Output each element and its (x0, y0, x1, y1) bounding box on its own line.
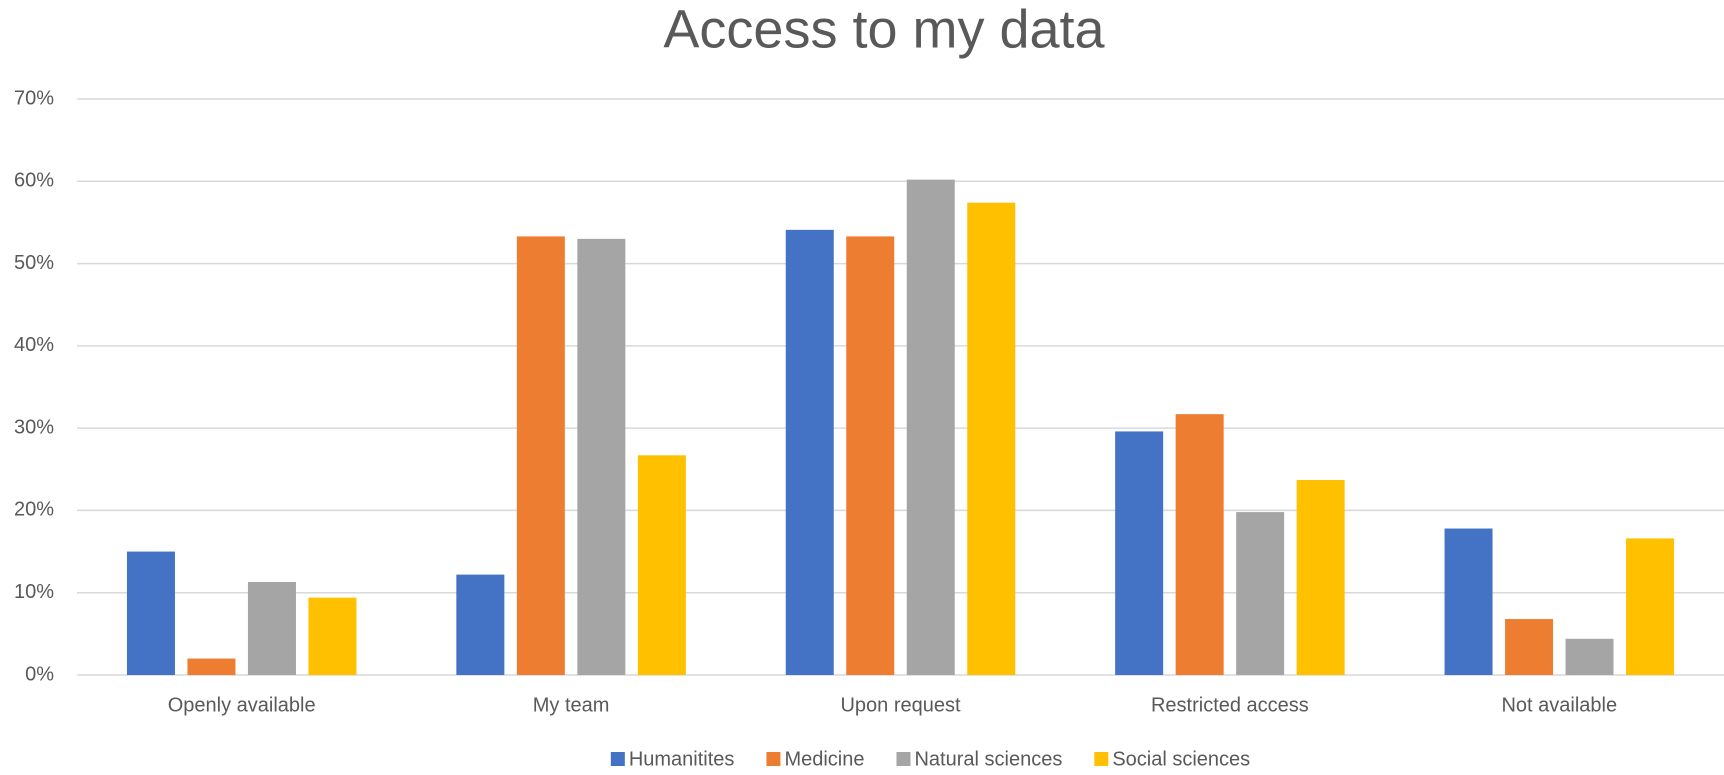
x-tick-label: Upon request (840, 694, 961, 716)
legend-swatch (610, 752, 625, 766)
x-tick-label: Restricted access (1151, 694, 1309, 716)
bar (1565, 638, 1614, 675)
bar (126, 551, 175, 675)
y-tick-label: 10% (14, 581, 54, 603)
y-tick-label: 50% (14, 252, 54, 274)
bar (1505, 619, 1554, 675)
bar (1236, 512, 1285, 675)
bar (967, 202, 1016, 675)
y-tick-label: 20% (14, 499, 54, 521)
bar (516, 236, 565, 675)
bar (906, 179, 955, 675)
y-tick-label: 40% (14, 334, 54, 356)
legend-swatch (1094, 752, 1109, 766)
bar (308, 597, 357, 675)
legend-swatch (896, 752, 911, 766)
bar (785, 229, 834, 675)
legend-label: Medicine (784, 748, 864, 770)
x-tick-label: Not available (1501, 694, 1617, 716)
bar (247, 582, 296, 675)
x-tick-label: Openly available (168, 694, 316, 716)
bar (577, 238, 626, 675)
bar (846, 236, 895, 675)
y-tick-label: 60% (14, 170, 54, 192)
legend-label: Social sciences (1112, 748, 1250, 770)
legend-label: Natural sciences (914, 748, 1062, 770)
bar (1444, 528, 1493, 675)
bar (187, 658, 236, 675)
bar (637, 455, 686, 675)
bar (456, 574, 505, 675)
bar (1175, 414, 1224, 675)
y-tick-label: 30% (14, 416, 54, 438)
bar (1296, 479, 1345, 675)
legend-swatch (766, 752, 781, 766)
chart-title: Access to my data (663, 0, 1105, 59)
bar (1115, 431, 1164, 675)
bar (1626, 538, 1675, 675)
y-tick-label: 0% (25, 663, 54, 685)
y-tick-label: 70% (14, 87, 54, 109)
x-tick-label: My team (533, 694, 610, 716)
legend-label: Humanitites (629, 748, 735, 770)
